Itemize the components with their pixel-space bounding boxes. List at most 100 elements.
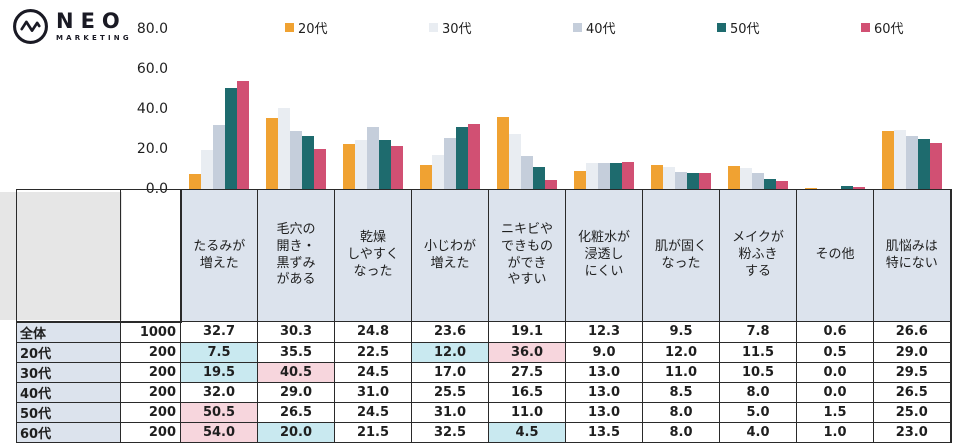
value-cell: 32.0: [180, 381, 258, 403]
value-cell: 13.5: [565, 421, 643, 443]
row-label: 40代: [16, 381, 121, 403]
value-cell: 54.0: [180, 421, 258, 443]
value-cell: 4.0: [719, 421, 797, 443]
row-label: 60代: [16, 421, 121, 443]
sample-size: 200: [120, 381, 181, 403]
bar-60代-毛穴の開き・黒ずみがある: [313, 149, 326, 189]
bar-20代-化粧水が浸透しにくい: [573, 171, 586, 189]
logo-subtitle: MARKETING: [56, 34, 132, 42]
value-cell: 24.5: [334, 401, 412, 423]
value-cell: 0.0: [796, 381, 874, 403]
value-cell: 27.5: [488, 361, 566, 383]
column-header-8: メイクが 粉ふき する: [719, 189, 797, 322]
bar-20代-肌が固くなった: [650, 165, 663, 189]
value-cell: 1.0: [796, 421, 874, 443]
value-cell: 11.0: [488, 401, 566, 423]
results-table: たるみが 増えた 毛穴の 開き・ 黒ずみ がある 乾燥 しやすく なった 小じわが 増…: [16, 189, 952, 443]
bar-50代-化粧水が浸透しにくい: [609, 163, 622, 189]
bar-30代-肌が固くなった: [662, 167, 675, 189]
legend-item-20代: 20代: [285, 20, 328, 37]
bar-50代-肌悩みは特にない: [917, 139, 930, 189]
legend-swatch-icon: [429, 22, 438, 32]
bar-40代-化粧水が浸透しにくい: [597, 163, 610, 189]
legend-item-50代: 50代: [717, 20, 760, 37]
bar-40代-毛穴の開き・黒ずみがある: [289, 131, 302, 189]
table-row-全体: 全体 1000 32.7 30.3 24.8 23.6 19.1 12.3 9.5 7.8 0.6 2…: [16, 320, 952, 343]
value-cell: 0.6: [796, 321, 874, 343]
bar-40代-乾燥しやすくなった: [366, 127, 379, 189]
table-row-50代: 50代 200 50.5 26.5 24.5 31.0 11.0 13.0 8.0 5.0 1.5 2…: [16, 401, 952, 423]
value-cell: 19.1: [488, 321, 566, 343]
value-cell: 13.0: [565, 381, 643, 403]
column-header-9: その他: [796, 189, 874, 322]
column-header-6: 化粧水が 浸透し にくい: [565, 189, 643, 322]
legend-label: 20代: [298, 21, 328, 37]
row-label: 50代: [16, 401, 121, 423]
bar-50代-その他: [840, 186, 853, 189]
legend-item-30代: 30代: [429, 20, 472, 37]
bar-60代-肌が固くなった: [698, 173, 711, 189]
value-cell: 50.5: [180, 401, 258, 423]
value-cell: 24.5: [334, 361, 412, 383]
bar-60代-肌悩みは特にない: [929, 143, 942, 189]
legend-swatch-icon: [861, 22, 870, 32]
bar-20代-小じわが増えた: [419, 165, 432, 189]
bar-30代-乾燥しやすくなった: [354, 140, 367, 189]
row-label: 30代: [16, 361, 121, 383]
value-cell: 26.5: [257, 401, 335, 423]
y-axis-tick-3: 60.0: [136, 61, 168, 77]
legend-swatch-icon: [285, 22, 294, 32]
column-header-1: たるみが 増えた: [179, 189, 258, 322]
legend-item-40代: 40代: [573, 20, 616, 37]
bar-40代-メイクが粉ふきする: [751, 173, 764, 189]
bar-20代-メイクが粉ふきする: [727, 166, 740, 189]
table-body: 全体 1000 32.7 30.3 24.8 23.6 19.1 12.3 9.5 7.8 0.6 2…: [16, 320, 952, 443]
value-cell: 13.0: [565, 361, 643, 383]
bar-30代-メイクが粉ふきする: [739, 168, 752, 189]
value-cell: 31.0: [411, 401, 489, 423]
sample-size: 200: [120, 401, 181, 423]
value-cell: 21.5: [334, 421, 412, 443]
y-axis-tick-2: 40.0: [136, 101, 168, 117]
sample-size: 1000: [120, 320, 181, 343]
table-corner-cell: [16, 189, 121, 322]
value-cell: 32.7: [180, 321, 258, 343]
bar-30代-肌悩みは特にない: [893, 130, 906, 189]
value-cell: 29.0: [257, 381, 335, 403]
value-cell: 25.5: [411, 381, 489, 403]
bar-30代-たるみが増えた: [200, 150, 213, 189]
column-header-5: ニキビや できもの ができ やすい: [488, 189, 566, 322]
value-cell: 31.0: [334, 381, 412, 403]
bar-60代-小じわが増えた: [467, 124, 480, 189]
value-cell: 12.0: [411, 341, 489, 363]
bar-20代-乾燥しやすくなった: [342, 144, 355, 189]
bar-20代-その他: [804, 188, 817, 189]
bar-60代-その他: [852, 187, 865, 189]
bar-30代-小じわが増えた: [431, 155, 444, 189]
table-row-30代: 30代 200 19.5 40.5 24.5 17.0 27.5 13.0 11.0 10.5 0.…: [16, 361, 952, 383]
value-cell: 4.5: [488, 421, 566, 443]
value-cell: 24.8: [334, 321, 412, 343]
bar-20代-毛穴の開き・黒ずみがある: [265, 118, 278, 189]
legend-swatch-icon: [717, 22, 726, 32]
bar-50代-小じわが増えた: [455, 127, 468, 189]
value-cell: 30.3: [257, 321, 335, 343]
bar-40代-肌が固くなった: [674, 172, 687, 189]
bar-30代-化粧水が浸透しにくい: [585, 163, 598, 189]
value-cell: 40.5: [257, 361, 335, 383]
y-axis-tick-4: 80.0: [136, 21, 168, 37]
bar-50代-肌が固くなった: [686, 173, 699, 189]
value-cell: 7.5: [180, 341, 258, 363]
value-cell: 29.0: [873, 341, 952, 363]
neo-marketing-logo: NEO MARKETING: [12, 8, 132, 45]
value-cell: 25.0: [873, 401, 952, 423]
value-cell: 8.0: [719, 381, 797, 403]
column-header-7: 肌が固く なった: [642, 189, 720, 322]
bar-40代-ニキビやできものができやすい: [520, 156, 533, 189]
table-header: たるみが 増えた 毛穴の 開き・ 黒ずみ がある 乾燥 しやすく なった 小じわが 増…: [16, 189, 952, 322]
bar-20代-ニキビやできものができやすい: [496, 117, 509, 189]
bar-60代-メイクが粉ふきする: [775, 181, 788, 189]
value-cell: 10.5: [719, 361, 797, 383]
sample-size: 200: [120, 341, 181, 363]
